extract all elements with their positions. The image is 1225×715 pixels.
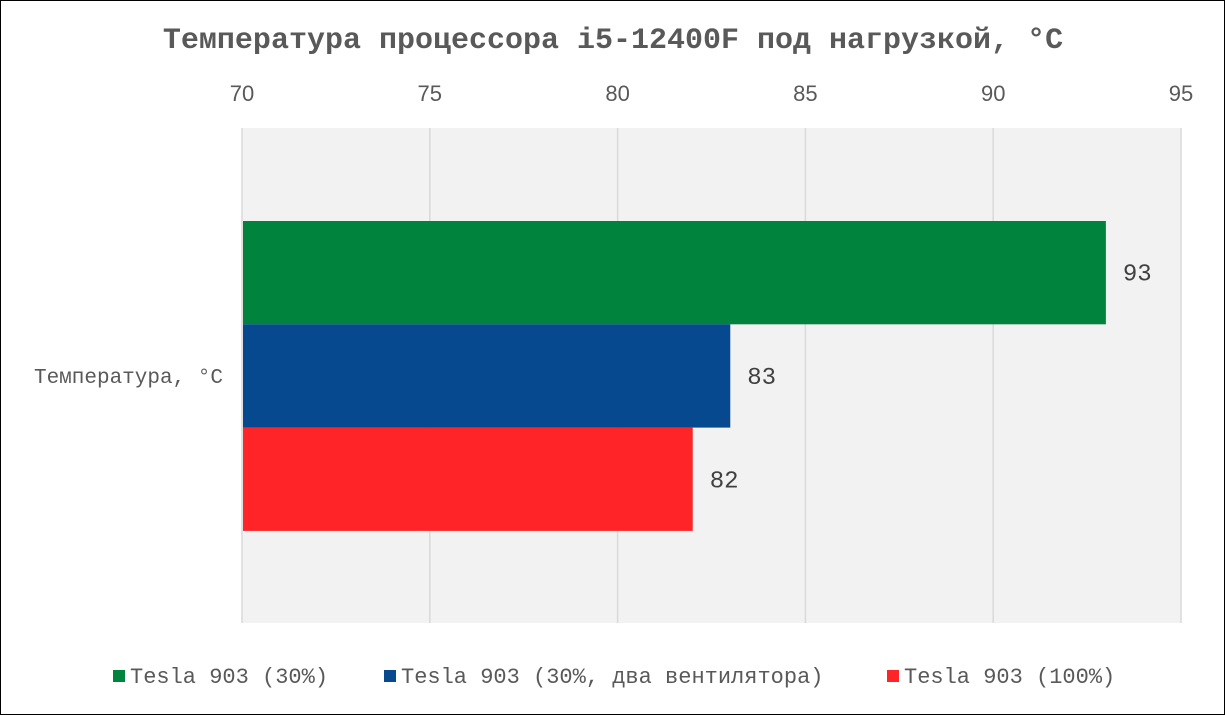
x-tick-label: 75 <box>418 81 442 106</box>
x-tick-label: 85 <box>793 81 817 106</box>
bar-1 <box>243 221 1106 325</box>
data-label: 83 <box>747 365 776 392</box>
x-tick-label: 80 <box>605 81 629 106</box>
legend-label: Tesla 903 (30%, два вентилятора) <box>401 665 823 690</box>
legend-swatch-3 <box>887 670 899 682</box>
legend-swatch-2 <box>384 670 396 682</box>
category-labels: Температура, °C <box>34 367 223 390</box>
chart-title: Температура процессора i5-12400F под наг… <box>163 24 1063 58</box>
bar-2 <box>243 324 731 428</box>
category-label: Температура, °C <box>34 367 223 390</box>
x-axis-ticks: 70 75 80 85 90 95 <box>230 81 1193 106</box>
bar-3 <box>243 427 693 531</box>
legend: Tesla 903 (30%) Tesla 903 (30%, два венти… <box>113 665 1115 690</box>
x-tick-label: 90 <box>981 81 1005 106</box>
x-tick-label: 95 <box>1169 81 1193 106</box>
data-label: 93 <box>1123 262 1152 289</box>
legend-label: Tesla 903 (30%) <box>130 665 328 690</box>
legend-label: Tesla 903 (100%) <box>904 665 1115 690</box>
data-labels: 93 83 82 <box>710 262 1152 496</box>
x-tick-label: 70 <box>230 81 254 106</box>
bars <box>243 221 1106 531</box>
data-label: 82 <box>710 468 739 495</box>
legend-swatch-1 <box>113 670 125 682</box>
